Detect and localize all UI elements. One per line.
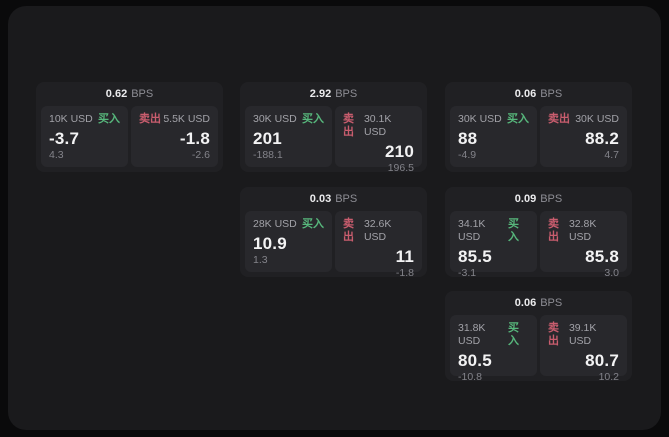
bps-value: 0.03 — [309, 193, 332, 205]
buy-panel[interactable]: 28K USD 买入 10.9 1.3 — [245, 211, 332, 272]
sell-notional-label: 5.5K USD — [163, 113, 210, 125]
sell-panel[interactable]: 卖出 32.8K USD 85.8 3.0 — [540, 211, 627, 279]
trade-card: 0.06 BPS 31.8K USD 买入 80.5 -10.8 卖出 39.1… — [445, 291, 632, 383]
card-bps-header: 0.62 BPS — [41, 82, 218, 106]
quote-panels: 28K USD 买入 10.9 1.3 卖出 32.6K USD 11 -1.8 — [245, 211, 422, 279]
bps-value: 0.06 — [514, 297, 537, 309]
buy-notional-label: 10K USD — [49, 113, 93, 125]
sell-price-value: 85.8 — [585, 247, 619, 266]
bps-value: 0.06 — [514, 88, 537, 100]
buy-delta-value: -3.1 — [458, 267, 477, 279]
sell-delta-value: 3.0 — [604, 267, 619, 279]
buy-panel[interactable]: 31.8K USD 买入 80.5 -10.8 — [450, 315, 537, 383]
buy-notional-label: 30K USD — [253, 113, 297, 125]
buy-badge[interactable]: 买入 — [302, 113, 324, 125]
bps-value: 0.09 — [514, 193, 537, 205]
buy-price-value: 80.5 — [458, 351, 492, 370]
buy-price-value: 10.9 — [253, 234, 287, 253]
trade-card: 0.03 BPS 28K USD 买入 10.9 1.3 卖出 32.6K US… — [240, 187, 427, 279]
sell-price-value: 88.2 — [585, 129, 619, 148]
card-bps-header: 2.92 BPS — [245, 82, 422, 106]
bps-unit-label: BPS — [540, 193, 563, 205]
sell-badge[interactable]: 卖出 — [343, 113, 354, 138]
buy-notional-label: 30K USD — [458, 113, 502, 125]
card-bps-header: 0.09 BPS — [450, 187, 627, 211]
sell-delta-value: 10.2 — [598, 371, 619, 383]
buy-panel[interactable]: 34.1K USD 买入 85.5 -3.1 — [450, 211, 537, 279]
app-surface: 0.62 BPS 10K USD 买入 -3.7 4.3 卖出 5.5K USD… — [8, 6, 661, 430]
trade-card: 0.09 BPS 34.1K USD 买入 85.5 -3.1 卖出 32.8K… — [445, 187, 632, 279]
sell-notional-label: 39.1K USD — [568, 322, 597, 347]
quote-panels: 10K USD 买入 -3.7 4.3 卖出 5.5K USD -1.8 -2.… — [41, 106, 218, 167]
buy-panel[interactable]: 30K USD 买入 88 -4.9 — [450, 106, 537, 167]
trade-card: 2.92 BPS 30K USD 买入 201 -188.1 卖出 30.1K … — [240, 82, 427, 174]
buy-panel[interactable]: 10K USD 买入 -3.7 4.3 — [41, 106, 128, 167]
card-bps-header: 0.06 BPS — [450, 291, 627, 315]
quote-panels: 31.8K USD 买入 80.5 -10.8 卖出 39.1K USD 80.… — [450, 315, 627, 383]
sell-panel[interactable]: 卖出 30K USD 88.2 4.7 — [540, 106, 627, 167]
sell-notional-label: 30K USD — [575, 113, 619, 125]
bps-unit-label: BPS — [540, 297, 563, 309]
sell-price-value: 11 — [395, 247, 414, 266]
buy-price-value: 201 — [253, 129, 282, 148]
sell-notional-label: 32.8K USD — [568, 218, 597, 243]
trade-card: 0.06 BPS 30K USD 买入 88 -4.9 卖出 30K USD 8… — [445, 82, 632, 172]
sell-delta-value: -2.6 — [191, 149, 210, 161]
buy-price-value: -3.7 — [49, 129, 80, 148]
sell-panel[interactable]: 卖出 5.5K USD -1.8 -2.6 — [131, 106, 218, 167]
buy-badge[interactable]: 买入 — [507, 113, 529, 125]
sell-panel[interactable]: 卖出 30.1K USD 210 196.5 — [335, 106, 422, 174]
buy-badge[interactable]: 买入 — [508, 218, 520, 243]
buy-delta-value: 1.3 — [253, 254, 268, 266]
buy-delta-value: -4.9 — [458, 149, 477, 161]
sell-price-value: 80.7 — [585, 351, 619, 370]
buy-notional-label: 28K USD — [253, 218, 297, 230]
buy-panel[interactable]: 30K USD 买入 201 -188.1 — [245, 106, 332, 167]
card-bps-header: 0.03 BPS — [245, 187, 422, 211]
sell-notional-label: 30.1K USD — [363, 113, 392, 138]
quote-panels: 30K USD 买入 88 -4.9 卖出 30K USD 88.2 4.7 — [450, 106, 627, 167]
buy-notional-label: 34.1K USD — [458, 218, 486, 243]
sell-price-value: 210 — [385, 142, 414, 161]
sell-delta-value: -1.8 — [395, 267, 414, 279]
sell-panel[interactable]: 卖出 39.1K USD 80.7 10.2 — [540, 315, 627, 383]
sell-badge[interactable]: 卖出 — [548, 218, 559, 243]
sell-panel[interactable]: 卖出 32.6K USD 11 -1.8 — [335, 211, 422, 279]
buy-badge[interactable]: 买入 — [302, 218, 324, 230]
bps-value: 0.62 — [105, 88, 128, 100]
buy-price-value: 85.5 — [458, 247, 492, 266]
sell-notional-label: 32.6K USD — [363, 218, 392, 243]
trade-card: 0.62 BPS 10K USD 买入 -3.7 4.3 卖出 5.5K USD… — [36, 82, 223, 172]
buy-delta-value: 4.3 — [49, 149, 64, 161]
sell-badge[interactable]: 卖出 — [548, 113, 570, 125]
bps-value: 2.92 — [309, 88, 332, 100]
buy-price-value: 88 — [458, 129, 478, 148]
bps-unit-label: BPS — [540, 88, 563, 100]
sell-price-value: -1.8 — [179, 129, 210, 148]
buy-badge[interactable]: 买入 — [98, 113, 120, 125]
bps-unit-label: BPS — [131, 88, 154, 100]
sell-badge[interactable]: 卖出 — [548, 322, 559, 347]
bps-unit-label: BPS — [335, 193, 358, 205]
quote-panels: 30K USD 买入 201 -188.1 卖出 30.1K USD 210 1… — [245, 106, 422, 174]
buy-badge[interactable]: 买入 — [508, 322, 520, 347]
bps-unit-label: BPS — [335, 88, 358, 100]
sell-badge[interactable]: 卖出 — [343, 218, 354, 243]
quote-panels: 34.1K USD 买入 85.5 -3.1 卖出 32.8K USD 85.8… — [450, 211, 627, 279]
buy-notional-label: 31.8K USD — [458, 322, 486, 347]
buy-delta-value: -10.8 — [458, 371, 482, 383]
sell-badge[interactable]: 卖出 — [139, 113, 161, 125]
buy-delta-value: -188.1 — [253, 149, 283, 161]
card-bps-header: 0.06 BPS — [450, 82, 627, 106]
sell-delta-value: 4.7 — [604, 149, 619, 161]
sell-delta-value: 196.5 — [387, 162, 414, 174]
